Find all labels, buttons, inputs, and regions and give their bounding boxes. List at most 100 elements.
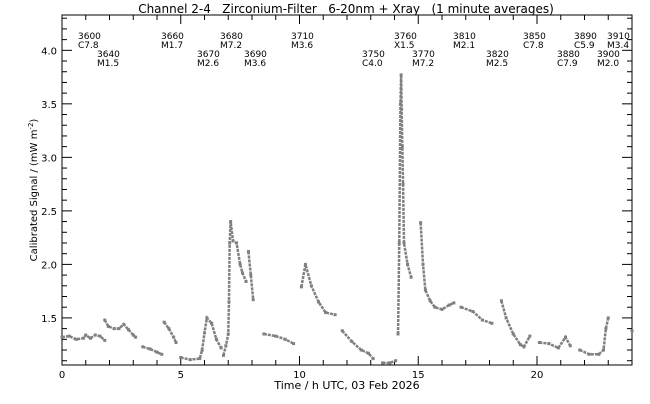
data-series-line: [163, 321, 178, 344]
data-series-line: [263, 332, 295, 345]
flare-class: X1.5: [394, 41, 414, 51]
data-point: [397, 241, 401, 245]
data-point: [556, 346, 560, 350]
data-point: [406, 262, 410, 266]
flare-class: M2.6: [197, 59, 219, 69]
data-point: [568, 344, 572, 348]
y-tick-label: 2.0: [41, 260, 57, 271]
data-point: [224, 344, 228, 348]
data-point: [98, 334, 102, 338]
data-point: [518, 343, 522, 347]
flare-id: 3660: [161, 32, 184, 42]
flare-class: M7.2: [220, 41, 242, 51]
data-point: [155, 350, 159, 354]
data-point: [246, 250, 250, 254]
data-point: [103, 338, 107, 342]
data-point: [490, 321, 494, 325]
flare-id: 3900: [597, 50, 620, 60]
data-point: [238, 262, 242, 266]
flare-class: M1.7: [161, 41, 183, 51]
data-point: [226, 332, 230, 336]
data-point: [309, 284, 313, 288]
data-point: [359, 348, 363, 352]
data-point: [447, 303, 451, 307]
data-point: [127, 328, 130, 332]
data-point: [167, 327, 171, 331]
data-point: [604, 327, 608, 331]
flare-class: M3.6: [291, 41, 313, 51]
data-point: [630, 329, 634, 333]
data-point: [366, 351, 370, 355]
data-point: [188, 358, 192, 362]
flare-id: 3600: [78, 32, 101, 42]
data-point: [251, 298, 255, 302]
data-point: [480, 318, 484, 322]
data-point: [388, 361, 392, 365]
data-point: [423, 288, 427, 292]
flare-id: 3910: [607, 32, 630, 42]
flare-class: C7.9: [557, 59, 578, 69]
data-point: [117, 327, 121, 331]
data-point: [401, 182, 405, 186]
flare-class: C4.0: [362, 59, 383, 69]
data-point: [174, 341, 178, 345]
data-point: [160, 352, 164, 356]
data-point: [292, 342, 296, 346]
y-axis-label-end: ): [29, 119, 40, 123]
data-point: [214, 337, 218, 341]
y-axis-label-sup: -2: [27, 123, 35, 130]
data-point: [179, 356, 183, 360]
data-point: [402, 241, 406, 245]
flare-id: 3820: [486, 50, 509, 60]
y-tick-labels: 1.5 2.0 2.5 3.0 3.5 4.0: [41, 46, 57, 325]
y-tick-label: 4.0: [41, 46, 57, 57]
data-point: [81, 336, 85, 340]
data-point: [578, 348, 582, 352]
data-point: [172, 335, 176, 339]
data-point: [106, 324, 110, 328]
data-point: [381, 361, 385, 365]
data-series-line: [142, 345, 163, 356]
data-point: [249, 273, 253, 277]
data-point: [602, 348, 605, 352]
flare-id: 3670: [197, 50, 220, 60]
data-point: [399, 73, 403, 77]
data-series-line: [500, 300, 531, 349]
data-point: [210, 321, 214, 325]
data-point: [148, 347, 152, 351]
flare-class: C7.8: [78, 41, 99, 51]
data-point: [528, 334, 532, 338]
data-point: [141, 345, 145, 349]
flare-id: 3690: [244, 50, 267, 60]
data-point: [317, 300, 320, 304]
y-axis-label-main: Calibrated Signal / (mW m: [29, 130, 40, 262]
data-point: [89, 336, 92, 340]
data-point: [84, 333, 88, 337]
x-tick-label: 5: [178, 370, 184, 381]
data-point: [400, 107, 404, 111]
data-point: [471, 309, 475, 313]
flare-class: M3.4: [607, 41, 629, 51]
data-point: [134, 335, 138, 339]
data-point: [537, 341, 541, 345]
data-point: [606, 316, 610, 320]
flare-annotations: 3600C7.83640M1.53660M1.73670M2.63680M7.2…: [78, 32, 630, 69]
data-point: [231, 239, 235, 243]
data-series-line: [539, 334, 572, 350]
y-axis-label: Calibrated Signal / (mW m-2): [27, 119, 40, 262]
flare-id: 3750: [362, 50, 385, 60]
flare-class: M2.1: [453, 41, 475, 51]
flare-id: 3810: [453, 32, 476, 42]
data-point: [60, 335, 64, 339]
data-point: [274, 334, 278, 338]
